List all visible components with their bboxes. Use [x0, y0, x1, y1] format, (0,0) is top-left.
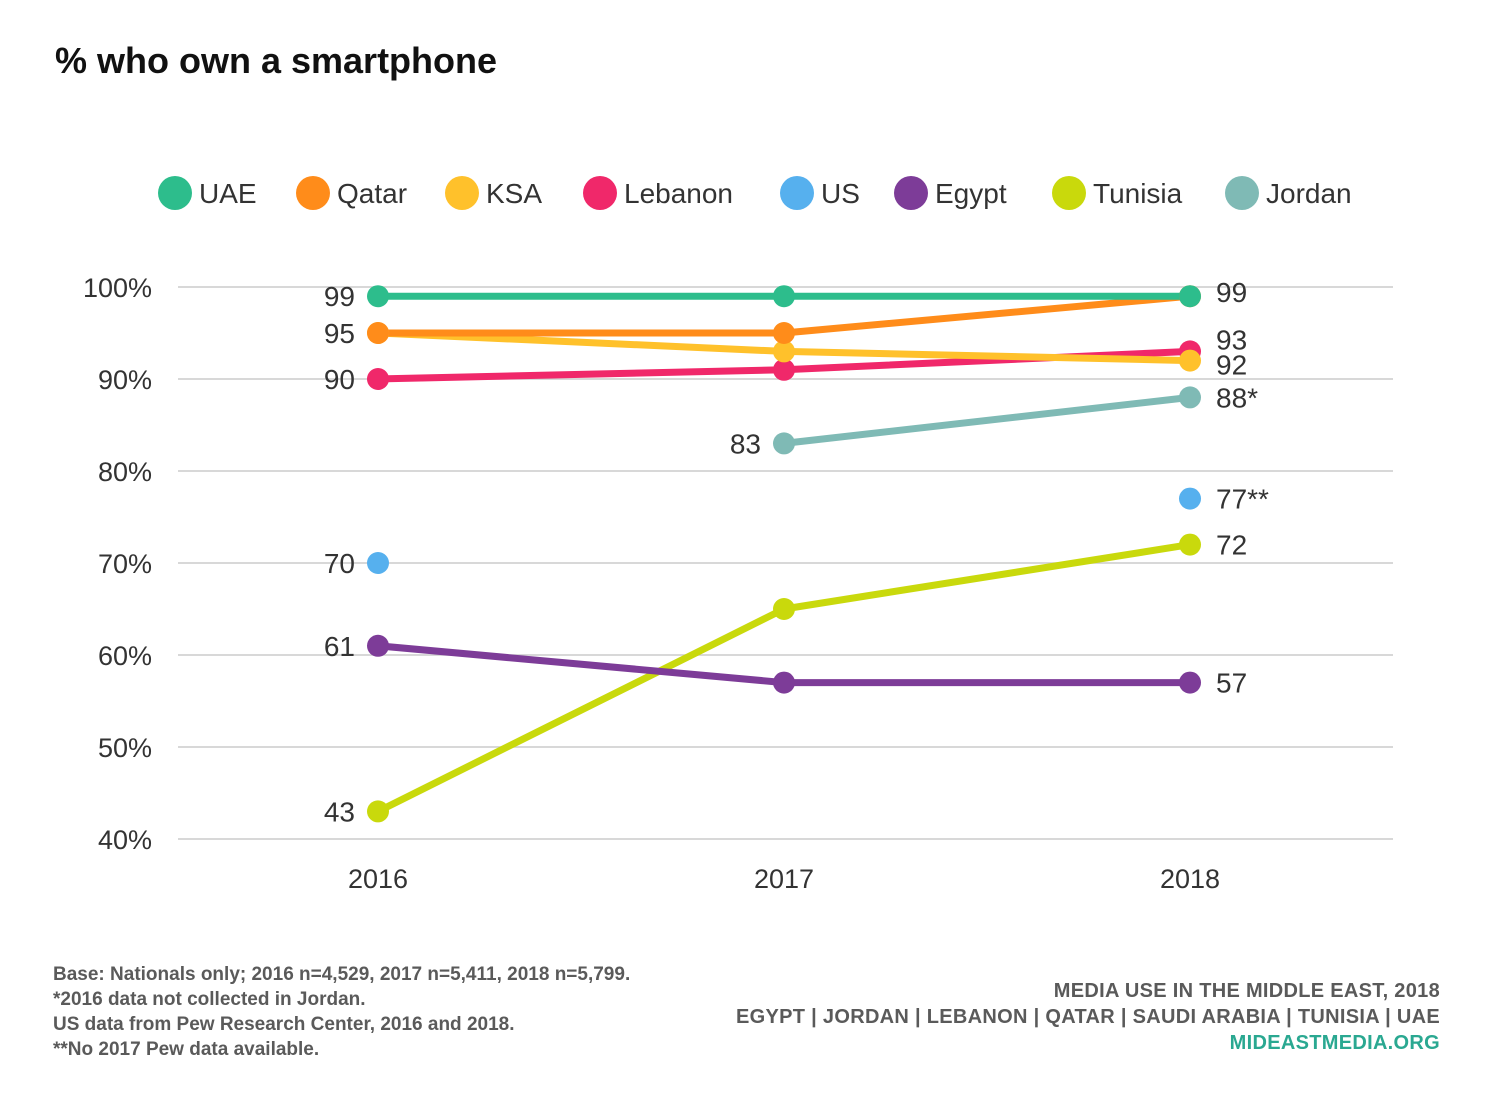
- data-label: 93: [1216, 324, 1247, 355]
- y-tick-label: 80%: [98, 457, 152, 487]
- data-label: 92: [1216, 350, 1247, 381]
- legend-label: KSA: [486, 178, 542, 209]
- data-point-jordan: [773, 432, 795, 455]
- source-site-link[interactable]: MIDEASTMEDIA.ORG: [1229, 1032, 1440, 1054]
- y-tick-label: 50%: [98, 733, 152, 763]
- data-label: 70: [324, 548, 355, 579]
- data-point-us: [1179, 487, 1201, 510]
- data-point-uae: [367, 285, 389, 308]
- data-label: 43: [324, 796, 355, 827]
- legend-marker: [780, 176, 814, 210]
- series-line-lebanon: [374, 366, 788, 383]
- data-point-egypt: [773, 671, 795, 694]
- data-point-tunisia: [773, 598, 795, 620]
- data-label: 83: [730, 428, 761, 459]
- y-axis: 40% 50% 60% 70% 80% 90% 100%: [83, 273, 152, 855]
- legend-marker: [1225, 176, 1259, 210]
- data-point-qatar: [773, 322, 795, 344]
- y-tick-label: 100%: [83, 273, 152, 303]
- data-point-lebanon: [367, 368, 389, 390]
- data-point-qatar: [367, 322, 389, 344]
- source-title: MEDIA USE IN THE MIDDLE EAST, 2018: [1053, 980, 1440, 1002]
- data-label: 88*: [1216, 382, 1258, 413]
- x-axis: 2016 2017 2018: [348, 864, 1220, 894]
- legend: UAE Qatar KSA Lebanon US Egypt Tunisia Jordan: [158, 176, 1352, 210]
- series-line-tunisia: [780, 541, 1194, 613]
- legend-label: UAE: [199, 178, 257, 209]
- data-point-uae: [1179, 285, 1201, 308]
- data-point-jordan: [1179, 386, 1201, 409]
- legend-label: US: [821, 178, 860, 209]
- data-label: 77**: [1216, 484, 1269, 515]
- chart-title: % who own a smartphone: [55, 40, 498, 81]
- data-label: 99: [1216, 277, 1247, 308]
- series-line-jordan: [780, 393, 1194, 447]
- data-point-lebanon: [773, 358, 795, 381]
- data-label: 95: [324, 318, 355, 349]
- series-line-tunisia: [374, 605, 788, 815]
- series-points: [367, 285, 1201, 823]
- legend-marker: [894, 176, 928, 210]
- legend-label: Jordan: [1266, 178, 1352, 209]
- data-point-tunisia: [367, 800, 389, 823]
- data-label: 90: [324, 364, 355, 395]
- footnote: *2016 data not collected in Jordan.: [53, 989, 366, 1010]
- data-label: 61: [324, 631, 355, 662]
- source-block: MEDIA USE IN THE MIDDLE EAST, 2018 EGYPT…: [736, 978, 1440, 1056]
- legend-label: Tunisia: [1093, 178, 1183, 209]
- data-label: 72: [1216, 530, 1247, 561]
- y-tick-label: 90%: [98, 365, 152, 395]
- footnote: US data from Pew Research Center, 2016 a…: [53, 1014, 515, 1035]
- legend-marker: [158, 176, 192, 210]
- legend-marker: [296, 176, 330, 210]
- data-point-egypt: [367, 634, 389, 657]
- x-tick-label: 2016: [348, 864, 408, 894]
- footnote: Base: Nationals only; 2016 n=4,529, 2017…: [53, 964, 631, 985]
- data-labels: 99 95 99 92 90 93 70 77** 61 57 43 72 83 88*: [324, 277, 1269, 827]
- series-lines: [374, 292, 1194, 815]
- data-point-ksa: [773, 340, 795, 363]
- legend-label: Lebanon: [624, 178, 733, 209]
- legend-label: Egypt: [935, 178, 1007, 209]
- x-tick-label: 2018: [1160, 864, 1220, 894]
- data-label: 57: [1216, 668, 1247, 699]
- legend-marker: [583, 176, 617, 210]
- line-chart: UAE Qatar KSA Lebanon US Egypt Tunisia Jordan 4…: [83, 176, 1393, 894]
- footnote: **No 2017 Pew data available.: [53, 1039, 320, 1060]
- series-line-ksa: [780, 347, 1194, 365]
- series-line-lebanon: [780, 347, 1194, 374]
- legend-marker: [445, 176, 479, 210]
- y-tick-label: 40%: [98, 825, 152, 855]
- series-line-egypt: [374, 642, 788, 687]
- y-tick-label: 60%: [98, 641, 152, 671]
- data-point-tunisia: [1179, 533, 1201, 556]
- data-point-uae: [773, 285, 795, 308]
- source-countries: EGYPT | JORDAN | LEBANON | QATAR | SAUDI…: [736, 1006, 1440, 1028]
- data-point-ksa: [1179, 349, 1201, 372]
- series-line-qatar: [780, 292, 1194, 337]
- data-label: 99: [324, 281, 355, 312]
- legend-marker: [1052, 176, 1086, 210]
- data-point-egypt: [1179, 671, 1201, 694]
- y-tick-label: 70%: [98, 549, 152, 579]
- x-tick-label: 2017: [754, 864, 814, 894]
- legend-label: Qatar: [337, 178, 407, 209]
- footnotes: Base: Nationals only; 2016 n=4,529, 2017…: [53, 962, 630, 1062]
- data-point-us: [367, 552, 389, 574]
